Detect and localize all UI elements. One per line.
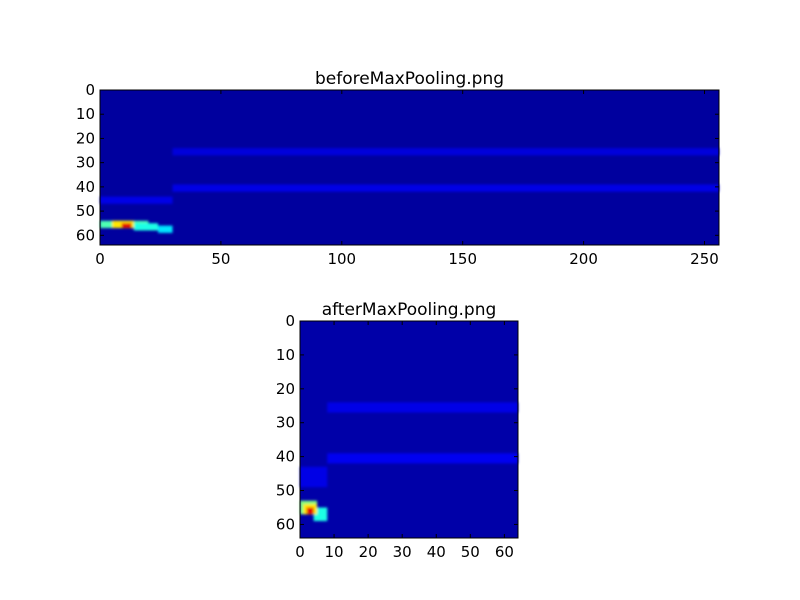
x-tick-label: 10: [325, 543, 344, 561]
x-tick-label: 250: [690, 250, 719, 268]
x-tick-label: 50: [461, 543, 480, 561]
x-tick-label: 0: [95, 250, 105, 268]
heatmap-cell-region: [306, 507, 314, 515]
y-tick-label: 10: [76, 105, 95, 123]
heatmap-cell-region: [327, 453, 518, 464]
y-tick-label: 40: [76, 178, 95, 196]
heatmap-cell-region: [300, 466, 328, 488]
heatmap-cell-region: [327, 402, 518, 413]
heatmap-cell-region: [158, 225, 173, 233]
y-tick-label: 60: [76, 226, 95, 244]
title-after: afterMaxPooling.png: [322, 300, 497, 320]
y-tick-label: 30: [276, 414, 295, 432]
heatmap-cell-region: [133, 223, 159, 231]
y-tick-label: 20: [276, 380, 295, 398]
y-tick-label: 20: [76, 129, 95, 147]
x-tick-label: 30: [393, 543, 412, 561]
y-tick-label: 40: [276, 448, 295, 466]
heatmap-cells: [300, 321, 518, 538]
axes-frame: [299, 320, 519, 539]
axes-frame: [99, 89, 720, 246]
heatmap-cell-region: [121, 223, 132, 229]
y-tick-label: 60: [276, 515, 295, 533]
y-tick-label: 0: [285, 312, 295, 330]
heatmap-after-max-pooling: afterMaxPooling.png 0 10 20 30 40 50 600102030…: [276, 300, 519, 561]
x-tick-label: 50: [211, 250, 230, 268]
y-tick-label: 50: [76, 202, 95, 220]
y-tick-label: 50: [276, 482, 295, 500]
y-tick-label: 30: [76, 154, 95, 172]
heatmap-background: [300, 321, 518, 538]
x-tick-label: 100: [327, 250, 356, 268]
heatmap-cell-region: [172, 184, 719, 192]
y-tick-label: 0: [85, 81, 95, 99]
x-tick-label: 200: [569, 250, 598, 268]
heatmap-cell-region: [100, 196, 173, 204]
x-tick-label: 40: [427, 543, 446, 561]
heatmap-cells: [100, 90, 719, 245]
heatmap-cell-region: [172, 148, 719, 156]
y-tick-label: 10: [276, 346, 295, 364]
x-tick-label: 20: [359, 543, 378, 561]
heatmap-background: [100, 90, 719, 245]
x-tick-label: 150: [448, 250, 477, 268]
x-tick-label: 0: [295, 543, 305, 561]
heatmap-before-max-pooling: beforeMaxPooling.png 0 50 100 150 200 250 0 10 2…: [76, 69, 720, 268]
title-before: beforeMaxPooling.png: [315, 69, 504, 89]
x-tick-label: 60: [495, 543, 514, 561]
